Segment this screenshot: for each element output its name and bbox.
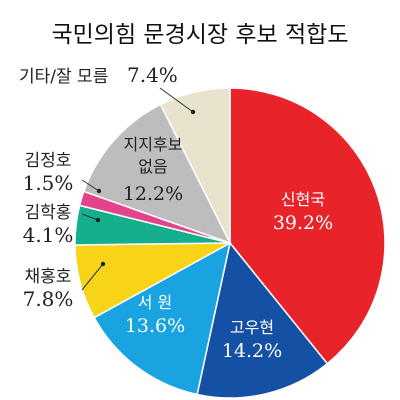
leader-line [159,87,194,113]
slice-value-label: 12.2% [123,183,183,205]
leader-dot [100,261,106,267]
pie-slice [93,241,232,396]
slice-name-label: 고우현 [230,318,274,337]
slice-name-label: 서 원 [138,293,173,312]
chart-title: 국민의힘 문경시장 후보 적합도 [51,22,348,48]
leader-line [81,213,99,221]
leader-dot [96,188,102,194]
slice-name-label: 기타/잘 모름 [19,67,108,87]
leader-line [81,179,100,192]
slice-name-label: 김학홍 [25,203,72,223]
leader-dot [95,217,101,223]
slice-value-label: 1.5% [23,171,74,195]
slice-value-label: 4.1% [23,223,74,247]
pie-slice [159,87,231,244]
slice-name-label: 지지후보 [124,135,183,154]
pie-slice [82,103,232,245]
slice-value-label: 7.8% [23,287,74,311]
slice-value-label: 39.2% [273,212,333,234]
slice-value-label: 14.2% [222,340,282,362]
slice-value-label: 13.6% [125,315,185,337]
slice-name-label: 김정호 [25,151,72,171]
slice-value-label: 7.4% [127,63,178,87]
leader-dot [190,109,196,115]
slice-name-label: 채홍호 [25,267,72,287]
leader-line [81,263,104,291]
pie-slice [229,87,386,365]
pie-slice [196,241,329,399]
slice-name-label: 없음 [138,157,167,176]
slice-name-label: 신현국 [281,190,325,209]
